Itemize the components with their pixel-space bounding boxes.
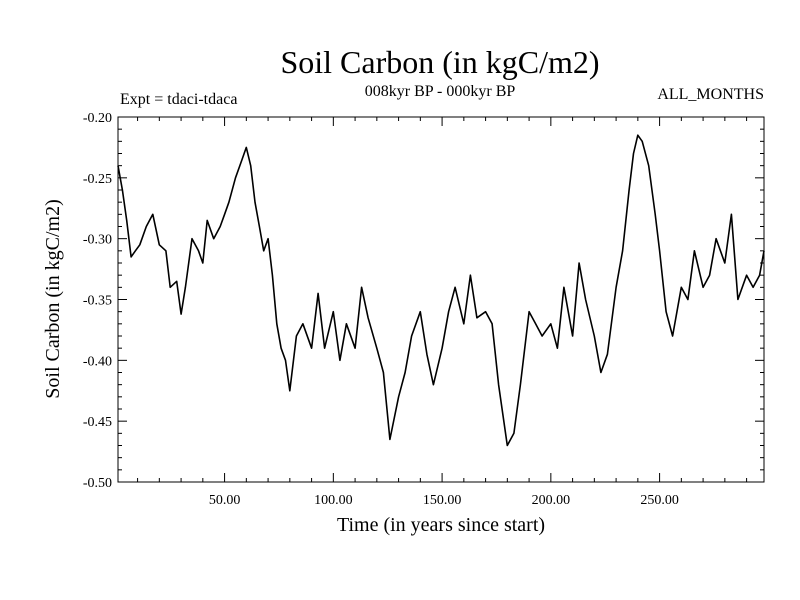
series-line-soil-carbon: [117, 134, 765, 447]
y-tick-label: -0.25: [83, 172, 112, 187]
y-tick-label: -0.35: [83, 294, 112, 309]
y-axis-ticks: -0.20 -0.25 -0.30 -0.35 -0.40 -0.45 -0.50: [83, 111, 764, 491]
x-axis-label: Time (in years since start): [337, 514, 545, 536]
x-tick-label: 250.00: [640, 493, 679, 508]
x-axis-ticks: 50.00 100.00 150.00 200.00 250.00: [209, 117, 679, 508]
x-tick-label: 200.00: [532, 493, 571, 508]
y-tick-label: -0.20: [83, 111, 112, 126]
experiment-label: Expt = tdaci-tdaca: [120, 91, 237, 108]
y-tick-label: -0.30: [83, 233, 112, 248]
months-label: ALL_MONTHS: [657, 86, 764, 103]
plot-frame: [117, 116, 765, 483]
y-tick-label: -0.40: [83, 354, 112, 369]
x-tick-label: 100.00: [314, 493, 353, 508]
y-tick-label: -0.45: [83, 415, 112, 430]
x-tick-label: 50.00: [209, 493, 241, 508]
x-tick-label: 150.00: [423, 493, 462, 508]
y-tick-label: -0.50: [83, 476, 112, 491]
chart-title: Soil Carbon (in kgC/m2): [280, 44, 599, 80]
chart-subtitle: 008kyr BP - 000kyr BP: [365, 83, 516, 100]
y-axis-label: Soil Carbon (in kgC/m2): [42, 199, 64, 398]
minor-ticks: [118, 117, 764, 482]
